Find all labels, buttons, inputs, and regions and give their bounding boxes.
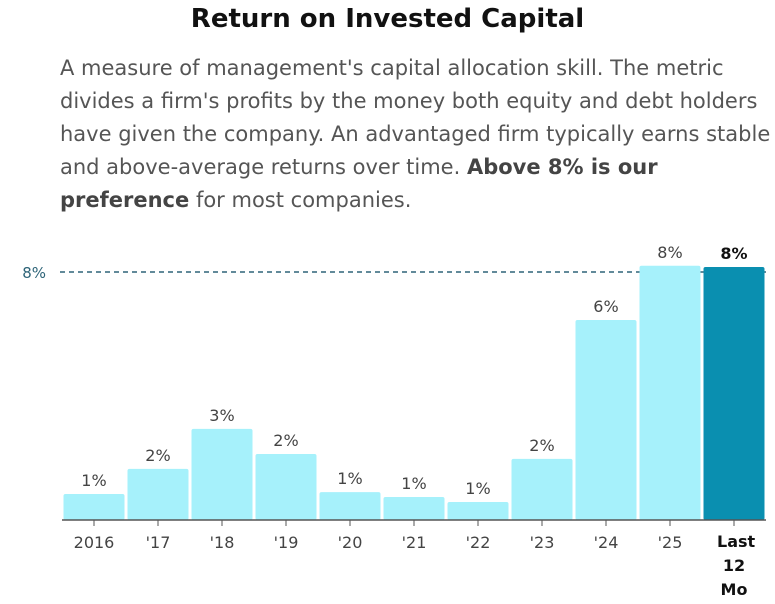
bar [63, 493, 125, 520]
x-tick-label: '20 [338, 533, 363, 552]
x-tick-label: Last 12 Mo [717, 532, 756, 599]
reference-label: 8% [22, 264, 46, 282]
x-tick-label: '22 [466, 533, 491, 552]
description-text: for most companies. [189, 188, 412, 212]
description: A measure of management's capital alloca… [60, 52, 772, 217]
value-label: 2% [529, 436, 554, 455]
description-bold: Above 8% is our preference [60, 155, 658, 212]
bar [575, 320, 637, 520]
value-label: 1% [465, 479, 490, 498]
description-text: A measure of management's capital alloca… [60, 56, 771, 179]
x-tick-label: '19 [274, 533, 299, 552]
x-tick-label: '21 [402, 533, 427, 552]
value-label: 1% [337, 469, 362, 488]
value-label: 2% [145, 446, 170, 465]
bar [639, 265, 701, 520]
x-tick-label: '18 [210, 533, 235, 552]
bar [447, 502, 509, 520]
value-label: 1% [401, 474, 426, 493]
bar [703, 267, 765, 520]
value-label: 6% [593, 297, 618, 316]
x-tick-label: '17 [146, 533, 171, 552]
value-label: 8% [657, 243, 682, 262]
x-tick-label: '23 [530, 533, 555, 552]
bar [127, 468, 189, 520]
value-label: 2% [273, 431, 298, 450]
value-label: 8% [720, 244, 747, 263]
value-label: 1% [81, 471, 106, 490]
x-tick-label: '25 [658, 533, 683, 552]
bar [191, 428, 253, 520]
x-tick-label: 2016 [74, 533, 115, 552]
x-tick-label: '24 [594, 533, 619, 552]
bar [319, 492, 381, 520]
bar [511, 458, 573, 520]
bar [383, 497, 445, 520]
value-label: 3% [209, 406, 234, 425]
bar [255, 453, 317, 520]
chart-title: Return on Invested Capital [190, 4, 585, 34]
